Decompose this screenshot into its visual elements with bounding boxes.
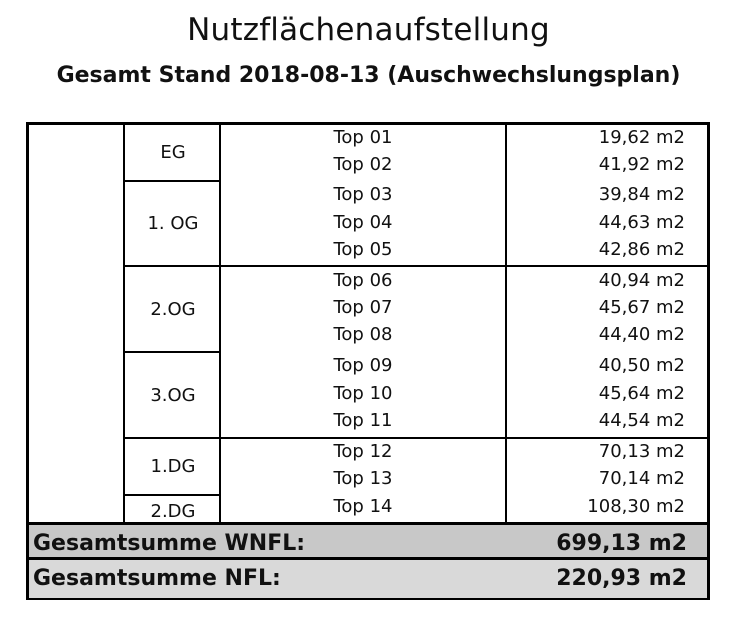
top-name: Top 12 [333, 441, 393, 462]
top-area: 108,30 m2 [587, 496, 685, 517]
top-area: 41,92 m2 [598, 154, 685, 175]
page-title: Nutzflächenaufstellung [187, 12, 550, 48]
total-wnfl-label: Gesamtsumme WNFL: [33, 531, 306, 556]
top-name: Top 03 [333, 184, 393, 205]
floor-label-2dg: 2.DG [150, 501, 196, 522]
floor-label-1og: 1. OG [147, 213, 199, 234]
floor-divider [123, 351, 221, 353]
top-area: 44,40 m2 [598, 324, 685, 345]
top-area: 19,62 m2 [598, 127, 685, 148]
floor-label-3og: 3.OG [150, 384, 196, 406]
top-name: Top 01 [333, 127, 393, 148]
floor-divider [123, 180, 221, 182]
total-nfl-label: Gesamtsumme NFL: [33, 566, 281, 591]
top-name: Top 14 [333, 496, 393, 517]
floor-label-2og: 2.OG [150, 298, 196, 320]
top-area: 40,94 m2 [598, 270, 685, 291]
col-divider-2 [219, 125, 221, 522]
top-area: 45,64 m2 [598, 383, 685, 404]
top-area: 39,84 m2 [598, 184, 685, 205]
col-divider-1 [123, 125, 125, 522]
top-name: Top 05 [333, 239, 393, 260]
top-area: 45,67 m2 [598, 297, 685, 318]
top-name: Top 10 [333, 383, 393, 404]
top-name: Top 11 [333, 410, 393, 431]
top-name: Top 06 [333, 270, 393, 291]
top-area: 70,14 m2 [598, 468, 685, 489]
floor-label-eg: EG [160, 142, 186, 163]
top-area: 40,50 m2 [598, 355, 685, 376]
top-name: Top 04 [333, 212, 393, 233]
top-name: Top 02 [333, 154, 393, 175]
top-name: Top 13 [333, 468, 393, 489]
total-nfl-value: 220,93 m2 [556, 566, 687, 591]
page-subtitle: Gesamt Stand 2018-08-13 (Auschwechslungs… [56, 63, 681, 88]
area-table: EG 1. OG 2.OG 3.OG 1.DG 2.DG Top 01 Top … [26, 122, 710, 600]
floor-label-1dg: 1.DG [150, 456, 196, 477]
top-area: 70,13 m2 [598, 441, 685, 462]
total-wnfl-row: Gesamtsumme WNFL: 699,13 m2 [29, 522, 707, 560]
total-nfl-row: Gesamtsumme NFL: 220,93 m2 [29, 560, 707, 598]
group-divider [123, 265, 707, 267]
top-name: Top 09 [333, 355, 393, 376]
top-area: 42,86 m2 [598, 239, 685, 260]
col-divider-3 [505, 125, 507, 598]
group-divider [123, 437, 707, 439]
total-wnfl-value: 699,13 m2 [556, 531, 687, 556]
floor-divider [123, 494, 221, 496]
top-area: 44,63 m2 [598, 212, 685, 233]
top-area: 44,54 m2 [598, 410, 685, 431]
top-name: Top 08 [333, 324, 393, 345]
top-name: Top 07 [333, 297, 393, 318]
